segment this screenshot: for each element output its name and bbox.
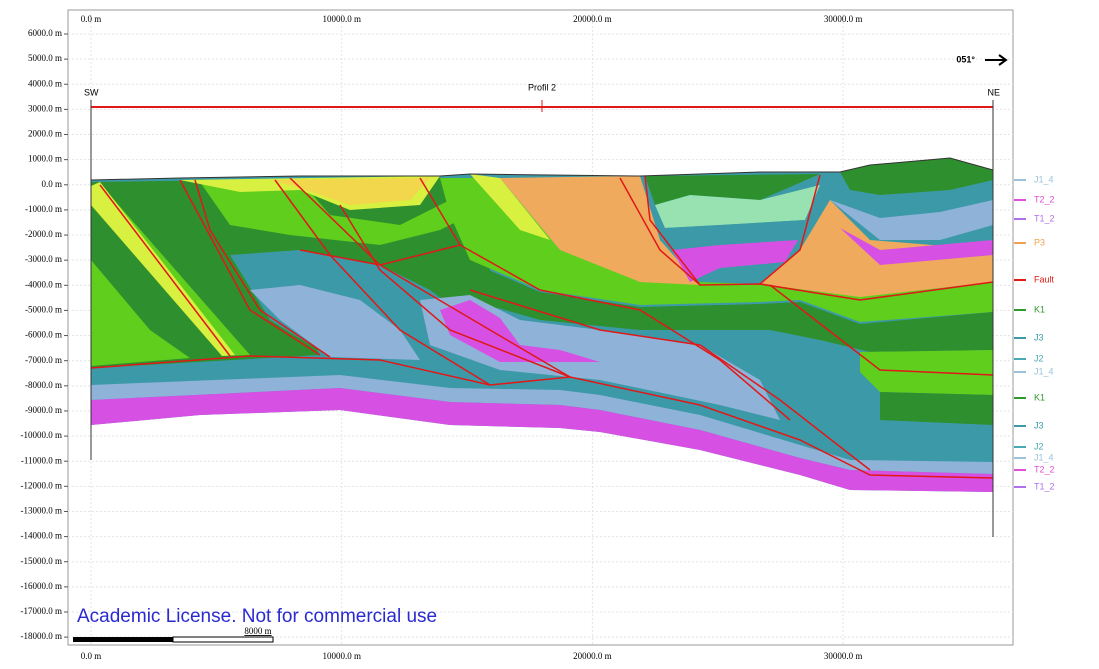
legend-label: J3 [1034, 332, 1044, 342]
y-tick-label: 5000.0 m [28, 53, 62, 63]
x-tick-label: 10000.0 m [322, 14, 361, 24]
legend-label: T2_2 [1034, 194, 1055, 204]
legend-label: T1_2 [1034, 481, 1055, 491]
y-tick-label: 1000.0 m [28, 154, 62, 164]
y-tick-label: -13000.0 m [21, 506, 63, 516]
y-tick-label: -1000.0 m [25, 204, 62, 214]
profile-right: NE [987, 87, 1000, 97]
legend-label: J1_4 [1034, 174, 1054, 184]
x-tick-label: 30000.0 m [824, 651, 863, 661]
scale-bar [73, 637, 173, 642]
x-tick-label: 10000.0 m [322, 651, 361, 661]
x-tick-label: 20000.0 m [573, 651, 612, 661]
y-tick-label: 4000.0 m [28, 78, 62, 88]
x-tick-label: 0.0 m [81, 651, 102, 661]
y-tick-label: -2000.0 m [25, 229, 62, 239]
profile-title: Profil 2 [528, 82, 556, 92]
legend-label: P3 [1034, 237, 1045, 247]
y-tick-label: -8000.0 m [25, 380, 62, 390]
y-tick-label: -11000.0 m [21, 455, 62, 465]
legend-label: K1 [1034, 392, 1045, 402]
legend-label: Fault [1034, 274, 1055, 284]
legend-label: J3 [1034, 420, 1044, 430]
azimuth: 051° [956, 54, 975, 64]
x-tick-label: 30000.0 m [824, 14, 863, 24]
y-tick-label: -3000.0 m [25, 254, 62, 264]
y-tick-label: 2000.0 m [28, 129, 62, 139]
x-tick-label: 0.0 m [81, 14, 102, 24]
y-tick-label: -16000.0 m [21, 581, 63, 591]
legend-label: J1_4 [1034, 366, 1054, 376]
watermark: Academic License. Not for commercial use [77, 606, 437, 627]
legend-label: J2 [1034, 441, 1044, 451]
y-tick-label: -9000.0 m [25, 405, 62, 415]
y-tick-label: -17000.0 m [21, 606, 63, 616]
legend-label: K1 [1034, 304, 1045, 314]
y-tick-label: -15000.0 m [21, 556, 63, 566]
y-tick-label: -5000.0 m [25, 304, 62, 314]
y-tick-label: -12000.0 m [21, 480, 63, 490]
legend: J1_4T2_2T1_2P3FaultK1J3J2J1_4K1J3J2J1_4T… [1014, 174, 1055, 491]
profile-left: SW [84, 87, 99, 97]
y-tick-label: -6000.0 m [25, 330, 62, 340]
legend-label: T2_2 [1034, 464, 1055, 474]
scale-bar [173, 637, 273, 642]
legend-label: J2 [1034, 353, 1044, 363]
scale-label: 8000 m [244, 626, 271, 636]
y-tick-label: -7000.0 m [25, 355, 62, 365]
y-tick-label: -18000.0 m [21, 631, 63, 641]
y-tick-label: -10000.0 m [21, 430, 63, 440]
legend-label: T1_2 [1034, 213, 1055, 223]
legend-label: J1_4 [1034, 452, 1054, 462]
layer [880, 392, 993, 425]
y-tick-label: -4000.0 m [25, 279, 62, 289]
y-tick-label: -14000.0 m [21, 531, 63, 541]
y-tick-label: 3000.0 m [28, 103, 62, 113]
y-tick-label: 6000.0 m [28, 28, 62, 38]
section-view: SW Profil 2 NE 051° Academic License. No… [0, 0, 1099, 664]
y-tick-label: 0.0 m [41, 179, 62, 189]
x-tick-label: 20000.0 m [573, 14, 612, 24]
